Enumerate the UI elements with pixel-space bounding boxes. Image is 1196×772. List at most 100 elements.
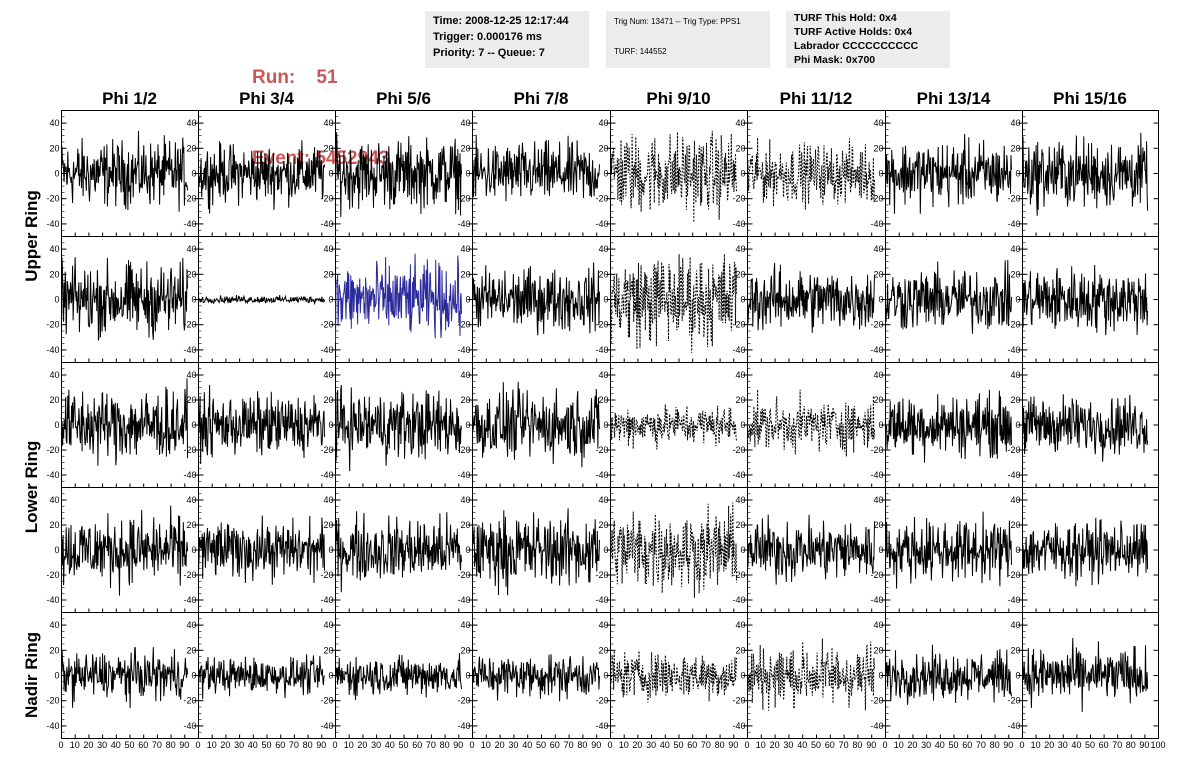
- x-tick-label: 80: [166, 740, 176, 750]
- x-tick-label: 10: [894, 740, 904, 750]
- x-tick-label: 60: [550, 740, 560, 750]
- waveform-trace: [610, 404, 737, 450]
- waveform-trace: [472, 508, 600, 596]
- x-tick-label: 30: [1058, 740, 1068, 750]
- x-tick-label: 60: [138, 740, 148, 750]
- y-tick-label: 0: [191, 169, 196, 179]
- y-tick-label: -20: [732, 194, 745, 204]
- y-tick-label: -20: [870, 320, 883, 330]
- y-tick-label: -40: [457, 595, 470, 605]
- waveform-trace: [61, 130, 188, 212]
- y-tick-label: 40: [460, 495, 470, 505]
- x-tick-label: 40: [522, 740, 532, 750]
- x-tick-label: 0: [1019, 740, 1024, 750]
- y-tick-label: 20: [49, 520, 59, 530]
- y-tick-label: -20: [1007, 696, 1020, 706]
- x-tick-label: 30: [97, 740, 107, 750]
- y-tick-label: -20: [595, 570, 608, 580]
- x-tick-label: 50: [124, 740, 134, 750]
- y-tick-label: 20: [735, 645, 745, 655]
- y-tick-label: -20: [870, 194, 883, 204]
- y-tick-label: 0: [328, 420, 333, 430]
- y-tick-label: -40: [183, 721, 196, 731]
- y-tick-label: -40: [183, 595, 196, 605]
- y-tick-label: -40: [870, 721, 883, 731]
- x-tick-label: 70: [1112, 740, 1122, 750]
- x-tick-label: 90: [179, 740, 189, 750]
- y-tick-label: 20: [460, 269, 470, 279]
- y-tick-label: 20: [460, 395, 470, 405]
- y-tick-label: 40: [735, 495, 745, 505]
- waveform-trace: [198, 294, 325, 306]
- y-tick-label: 0: [191, 671, 196, 681]
- y-tick-label: 20: [323, 645, 333, 655]
- y-tick-label: 0: [603, 169, 608, 179]
- y-tick-label: 20: [460, 143, 470, 153]
- y-tick-label: 0: [465, 169, 470, 179]
- x-tick-label: 30: [783, 740, 793, 750]
- x-tick-label: 10: [1031, 740, 1041, 750]
- waveform-trace: [610, 502, 737, 598]
- y-tick-label: 40: [460, 118, 470, 128]
- y-tick-label: -40: [595, 470, 608, 480]
- y-tick-label: -20: [46, 194, 59, 204]
- y-tick-label: 40: [598, 118, 608, 128]
- y-tick-label: 0: [1015, 169, 1020, 179]
- y-tick-label: 0: [465, 545, 470, 555]
- x-tick-label: 20: [770, 740, 780, 750]
- y-tick-label: 20: [186, 143, 196, 153]
- y-tick-label: 20: [186, 269, 196, 279]
- x-tick-label: 50: [673, 740, 683, 750]
- x-tick-label: 0: [195, 740, 200, 750]
- x-tick-label: 80: [440, 740, 450, 750]
- x-tick-label: 70: [289, 740, 299, 750]
- y-tick-label: 40: [1010, 620, 1020, 630]
- y-tick-label: 40: [735, 244, 745, 254]
- y-tick-label: 20: [873, 520, 883, 530]
- y-tick-label: -20: [183, 570, 196, 580]
- y-tick-label: -20: [320, 320, 333, 330]
- y-tick-label: -40: [1007, 470, 1020, 480]
- x-tick-label: 50: [261, 740, 271, 750]
- y-tick-label: -20: [46, 570, 59, 580]
- y-tick-label: -40: [46, 345, 59, 355]
- waveform-trace: [1022, 517, 1149, 587]
- y-tick-label: -40: [457, 345, 470, 355]
- x-tick-label: 60: [275, 740, 285, 750]
- y-tick-label: 20: [873, 269, 883, 279]
- waveform-trace: [885, 259, 1012, 334]
- y-tick-label: 40: [186, 244, 196, 254]
- y-tick-label: 0: [54, 671, 59, 681]
- y-tick-label: 20: [1010, 645, 1020, 655]
- y-tick-label: 0: [191, 420, 196, 430]
- y-tick-label: -40: [46, 219, 59, 229]
- y-tick-label: 40: [49, 495, 59, 505]
- y-tick-label: -40: [595, 595, 608, 605]
- y-tick-label: 20: [873, 395, 883, 405]
- waveform-trace: [885, 389, 1012, 463]
- x-tick-label: 30: [508, 740, 518, 750]
- y-tick-label: 0: [328, 295, 333, 305]
- y-tick-label: 0: [740, 169, 745, 179]
- y-tick-label: 40: [735, 620, 745, 630]
- y-tick-label: 0: [603, 295, 608, 305]
- x-tick-label: 20: [632, 740, 642, 750]
- waveform-trace: [747, 389, 875, 457]
- y-tick-label: -20: [183, 696, 196, 706]
- y-tick-label: 20: [598, 143, 608, 153]
- y-tick-label: 0: [878, 545, 883, 555]
- y-tick-label: 0: [1015, 545, 1020, 555]
- x-tick-label: 70: [426, 740, 436, 750]
- y-tick-label: -40: [732, 470, 745, 480]
- y-tick-label: -40: [1007, 345, 1020, 355]
- y-tick-label: -20: [732, 696, 745, 706]
- y-tick-label: 20: [49, 269, 59, 279]
- x-tick-label: 70: [152, 740, 162, 750]
- y-tick-label: 40: [323, 495, 333, 505]
- y-tick-label: -20: [595, 445, 608, 455]
- y-tick-label: -20: [320, 445, 333, 455]
- y-tick-label: 0: [328, 671, 333, 681]
- y-tick-label: -20: [595, 320, 608, 330]
- x-tick-label: 40: [248, 740, 258, 750]
